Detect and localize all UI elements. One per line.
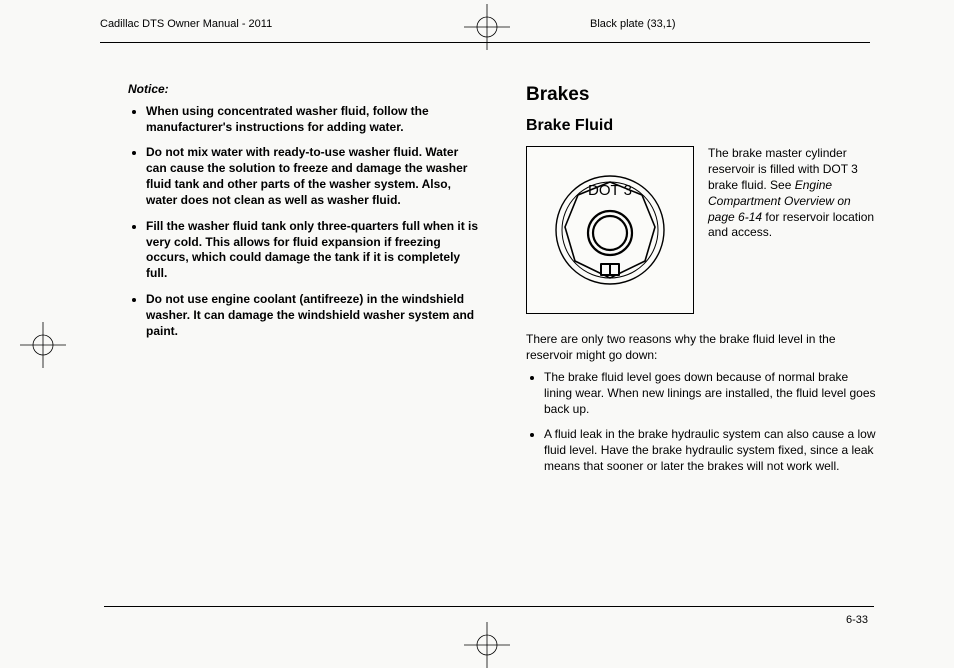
figure-description: The brake master cylinder reservoir is f… bbox=[708, 146, 878, 241]
header-left: Cadillac DTS Owner Manual - 2011 bbox=[100, 18, 272, 30]
registration-mark-top bbox=[464, 4, 510, 50]
heading-brake-fluid: Brake Fluid bbox=[526, 115, 878, 136]
notice-item: Do not use engine coolant (antifreeze) i… bbox=[146, 292, 480, 339]
brake-fluid-cap-figure: DOT 3 bbox=[526, 146, 694, 314]
figure-row: DOT 3 The brake master cylinder reservoi… bbox=[526, 146, 878, 314]
notice-item: Do not mix water with ready-to-use washe… bbox=[146, 145, 480, 208]
footer-rule bbox=[104, 606, 874, 607]
content-columns: Notice: When using concentrated washer f… bbox=[128, 82, 878, 485]
notice-list: When using concentrated washer fluid, fo… bbox=[146, 104, 480, 340]
reasons-list: The brake fluid level goes down because … bbox=[544, 370, 878, 475]
reason-item: The brake fluid level goes down because … bbox=[544, 370, 878, 417]
registration-mark-left bbox=[20, 322, 66, 368]
heading-brakes: Brakes bbox=[526, 82, 878, 107]
manual-page: Cadillac DTS Owner Manual - 2011 Black p… bbox=[0, 0, 954, 668]
reason-item: A fluid leak in the brake hydraulic syst… bbox=[544, 427, 878, 474]
cap-label-text: DOT 3 bbox=[588, 182, 632, 199]
right-column: Brakes Brake Fluid DOT 3 bbox=[526, 82, 878, 485]
notice-item: When using concentrated washer fluid, fo… bbox=[146, 104, 480, 136]
header-rule bbox=[100, 42, 870, 43]
reasons-intro: There are only two reasons why the brake… bbox=[526, 332, 878, 364]
header-right: Black plate (33,1) bbox=[590, 18, 676, 30]
registration-mark-bottom bbox=[464, 622, 510, 668]
notice-item: Fill the washer fluid tank only three-qu… bbox=[146, 219, 480, 282]
page-number: 6-33 bbox=[846, 614, 868, 626]
figure-desc-pre: The brake master cylinder reservoir is f… bbox=[708, 146, 858, 192]
left-column: Notice: When using concentrated washer f… bbox=[128, 82, 480, 485]
notice-label: Notice: bbox=[128, 82, 480, 98]
